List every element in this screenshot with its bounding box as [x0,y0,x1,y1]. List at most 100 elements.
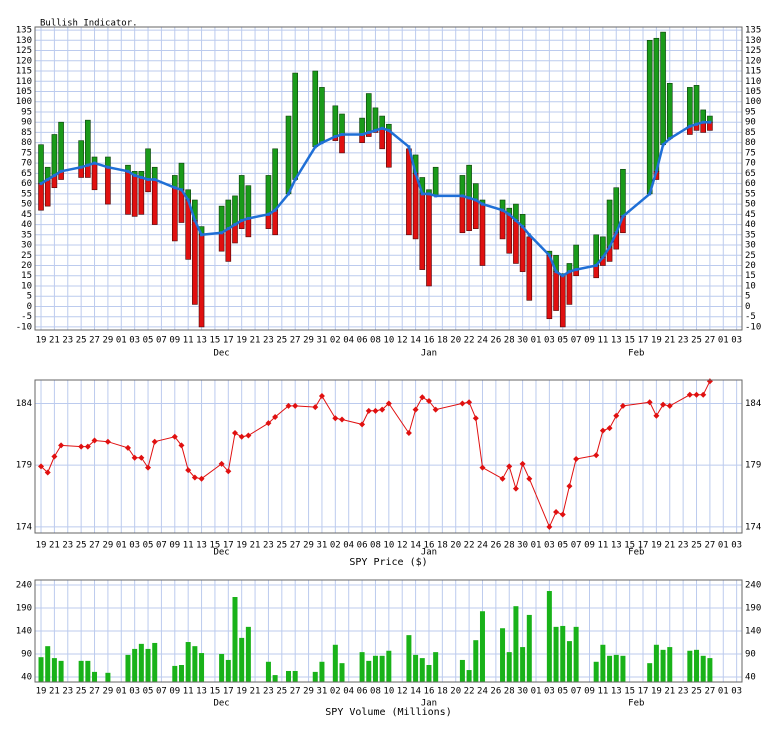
price-point [700,391,707,398]
x-tick-label: 28 [504,687,515,697]
x-tick-label: 24 [477,336,488,346]
price-point [265,420,272,427]
y-tick-label-right: 75 [745,148,756,158]
indicator-point [621,214,625,218]
y-tick-label: 65 [21,169,32,179]
volume-bar [600,644,606,682]
bull-bar [238,175,245,221]
y-tick-label: 130 [16,36,32,46]
x-tick-label: 25 [691,336,702,346]
indicator-point [220,231,224,235]
x-tick-label: 11 [183,687,194,697]
price-point [198,475,205,482]
price-point [593,452,600,459]
volume-bar [38,657,44,682]
bear-bar [232,224,238,244]
y-tick-label-right: 90 [745,118,756,128]
price-point [332,415,339,422]
volume-bar [433,652,439,682]
bear-bar [426,193,432,287]
month-label: Jan [421,349,437,359]
y-tick-label-right: 0 [745,302,750,312]
price-line [40,380,711,529]
indicator-point [126,169,130,173]
x-tick-label: 19 [36,336,47,346]
x-tick-label: 22 [464,541,475,551]
volume-bar [379,655,385,682]
bear-bar [406,148,412,236]
x-tick-label: 18 [437,336,448,346]
x-tick-label: 05 [557,336,568,346]
volume-bar [560,625,566,682]
indicator-point [333,135,337,139]
price-point [312,404,319,411]
volume-bar [372,655,378,682]
x-tick-label: 25 [691,541,702,551]
volume-bar [239,637,245,682]
volume-bar [593,661,599,682]
x-tick-label: 13 [196,541,207,551]
bear-bar [519,226,526,272]
bull-bar [78,140,84,168]
x-tick-label: 03 [544,336,555,346]
volume-bar [292,670,298,682]
volume-bar [413,654,419,682]
x-tick-label: 12 [397,336,408,346]
x-tick-label: 11 [183,336,194,346]
x-tick-label: 10 [383,541,394,551]
x-tick-label: 28 [504,541,515,551]
bull-bar [700,109,707,123]
x-tick-label: 17 [638,541,649,551]
x-axis-label: SPY Price ($) [349,557,427,568]
volume-bar [707,658,713,682]
price-point [405,430,412,437]
bull-bar [365,93,372,133]
indicator-point [507,212,511,216]
bull-bar [687,87,693,127]
x-tick-label: 06 [357,541,368,551]
month-label: Jan [421,699,437,709]
x-tick-label: 17 [223,687,234,697]
x-tick-label: 19 [651,687,662,697]
volume-bar [219,653,225,682]
x-tick-label: 01 [718,687,729,697]
indicator-point [407,145,411,149]
price-point [151,438,158,445]
volume-bar [479,611,485,682]
price-point [412,406,419,413]
indicator-point [648,192,652,196]
x-tick-label: 13 [196,687,207,697]
x-tick-label: 27 [704,687,715,697]
indicator-point [93,161,97,165]
bull-bar [218,205,225,234]
x-tick-label: 04 [343,687,354,697]
x-tick-label: 05 [143,336,154,346]
bull-bar [660,31,666,146]
y-tick-label: 135 [16,26,32,36]
volume-bar [265,661,271,682]
x-tick-label: 05 [557,687,568,697]
y-tick-label-right: 60 [745,179,756,189]
month-label: Feb [628,349,644,359]
volume-bar [199,653,205,682]
x-tick-label: 30 [517,336,528,346]
price-point [526,475,533,482]
x-tick-label: 11 [183,541,194,551]
x-tick-label: 31 [317,336,328,346]
x-tick-label: 06 [357,687,368,697]
indicator-point [474,198,478,202]
volume-bar [546,591,552,682]
x-tick-label: 21 [664,541,675,551]
y-tick-label-right: 110 [745,77,761,87]
bear-bar [265,214,272,229]
indicator-point [708,120,712,124]
volume-bar [653,644,659,682]
x-tick-label: 21 [49,541,60,551]
price-point [599,427,606,434]
x-tick-label: 08 [370,541,381,551]
volume-bar [92,671,98,682]
y-tick-label-right: 184 [745,399,761,409]
x-tick-label: 25 [76,541,87,551]
bear-bar [466,197,472,232]
y-tick-label: 105 [16,87,32,97]
